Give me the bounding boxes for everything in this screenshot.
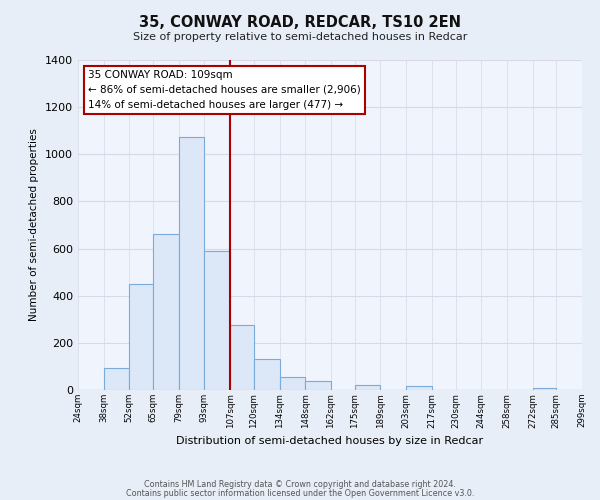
Bar	[406, 386, 432, 390]
Text: 35, CONWAY ROAD, REDCAR, TS10 2EN: 35, CONWAY ROAD, REDCAR, TS10 2EN	[139, 15, 461, 30]
Bar	[104, 368, 130, 390]
Bar	[230, 325, 254, 390]
Bar	[280, 377, 305, 390]
Text: Contains public sector information licensed under the Open Government Licence v3: Contains public sector information licen…	[126, 488, 474, 498]
Bar	[130, 284, 153, 390]
Bar	[305, 380, 331, 390]
Text: Contains HM Land Registry data © Crown copyright and database right 2024.: Contains HM Land Registry data © Crown c…	[144, 480, 456, 489]
Y-axis label: Number of semi-detached properties: Number of semi-detached properties	[29, 128, 40, 322]
Bar	[205, 251, 230, 390]
Bar	[153, 234, 179, 390]
X-axis label: Distribution of semi-detached houses by size in Redcar: Distribution of semi-detached houses by …	[176, 436, 484, 446]
Text: 35 CONWAY ROAD: 109sqm
← 86% of semi-detached houses are smaller (2,906)
14% of : 35 CONWAY ROAD: 109sqm ← 86% of semi-det…	[88, 70, 361, 110]
Text: Size of property relative to semi-detached houses in Redcar: Size of property relative to semi-detach…	[133, 32, 467, 42]
Bar	[179, 136, 205, 390]
Bar	[533, 388, 556, 390]
Bar	[355, 386, 380, 390]
Bar	[254, 360, 280, 390]
